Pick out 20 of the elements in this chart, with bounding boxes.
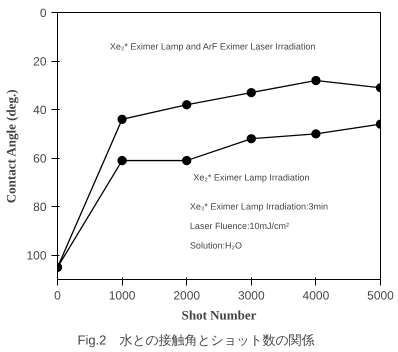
y-tick-label: 40	[33, 103, 47, 118]
y-axis-title: Contact Angle (deg.)	[3, 89, 18, 204]
y-tick-label: 0	[40, 6, 47, 20]
x-axis-title: Shot Number	[182, 308, 257, 322]
y-tick-label: 80	[33, 200, 47, 214]
y-tick-label: 60	[33, 152, 47, 166]
x-tick-label: 5000	[367, 288, 394, 302]
annotation: Xe₂* Eximer Lamp Irradiation:3min	[190, 202, 328, 212]
y-tick-label: 100	[26, 248, 47, 263]
x-tick-label: 2000	[173, 288, 200, 302]
annotation: Xe₂* Eximer Lamp and ArF Eximer Laser Irradiation	[110, 41, 316, 52]
annotation: Laser Fluence:10mJ/cm²	[190, 221, 289, 232]
y-tick-label: 20	[33, 54, 47, 69]
x-tick-label: 0	[54, 288, 62, 302]
text: Fig.2 水との接触角とショット数の関係	[78, 332, 314, 348]
x-tick-label: 4000	[302, 288, 330, 302]
x-tick-label: 3000	[238, 288, 265, 302]
annotation: Solution:H₂O	[190, 240, 242, 251]
annotation: Xe₂* Eximer Lamp Irradiation	[193, 172, 310, 183]
x-tick-label: 1000	[108, 288, 136, 302]
